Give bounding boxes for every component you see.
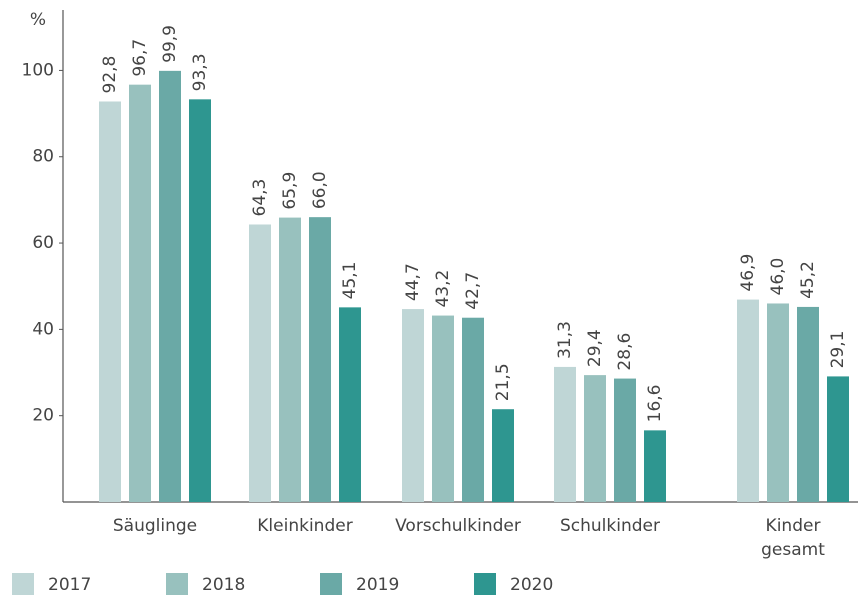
bar <box>129 84 151 503</box>
y-tick-label: 60 <box>32 233 54 253</box>
bar <box>159 70 181 502</box>
value-label: 45,1 <box>340 261 360 299</box>
legend-swatch <box>474 573 496 595</box>
y-axis-label: % <box>30 10 46 30</box>
x-tick-label: Kleinkinder <box>257 516 353 536</box>
value-label: 44,7 <box>403 263 423 301</box>
x-tick-label: Vorschulkinder <box>395 516 521 536</box>
bar <box>737 299 759 502</box>
value-label: 29,4 <box>585 329 605 367</box>
bar <box>554 366 576 502</box>
bar <box>249 224 271 502</box>
bar <box>492 409 514 502</box>
legend-label: 2017 <box>48 575 91 595</box>
value-label: 21,5 <box>493 363 513 401</box>
value-label: 92,8 <box>100 56 120 94</box>
value-label: 65,9 <box>280 172 300 210</box>
x-tick-label: Schulkinder <box>560 516 660 536</box>
value-label: 31,3 <box>555 321 575 359</box>
y-tick-label: 40 <box>32 319 54 339</box>
legend-swatch <box>12 573 34 595</box>
value-label: 29,1 <box>828 331 848 369</box>
value-label: 96,7 <box>130 39 150 77</box>
value-label: 66,0 <box>310 171 330 209</box>
bar <box>402 309 424 502</box>
y-tick-label: 20 <box>32 406 54 426</box>
value-label: 46,9 <box>738 254 758 292</box>
value-label: 43,2 <box>433 270 453 308</box>
bar <box>279 217 301 502</box>
bar <box>797 306 819 502</box>
value-label: 28,6 <box>615 333 635 371</box>
value-label: 93,3 <box>190 53 210 91</box>
legend-label: 2019 <box>356 575 399 595</box>
value-label: 99,9 <box>160 25 180 63</box>
value-label: 45,2 <box>798 261 818 299</box>
y-tick-label: 100 <box>22 60 54 80</box>
bar <box>189 99 211 502</box>
legend-label: 2020 <box>510 575 553 595</box>
x-tick-label: Kinder gesamt <box>761 516 825 560</box>
value-label: 42,7 <box>463 272 483 310</box>
y-tick-label: 80 <box>32 147 54 167</box>
bar <box>432 315 454 502</box>
bar <box>644 430 666 502</box>
legend-label: 2018 <box>202 575 245 595</box>
bar <box>827 376 849 502</box>
bar <box>99 101 121 502</box>
value-label: 16,6 <box>645 384 665 422</box>
bar <box>309 217 331 502</box>
bar <box>339 307 361 502</box>
bar <box>767 303 789 502</box>
value-label: 64,3 <box>250 179 270 217</box>
bar <box>614 378 636 502</box>
x-tick-label: Säuglinge <box>112 516 198 536</box>
bar <box>584 375 606 502</box>
value-label: 46,0 <box>768 258 788 296</box>
legend-swatch <box>166 573 188 595</box>
legend-swatch <box>320 573 342 595</box>
bar <box>462 317 484 502</box>
